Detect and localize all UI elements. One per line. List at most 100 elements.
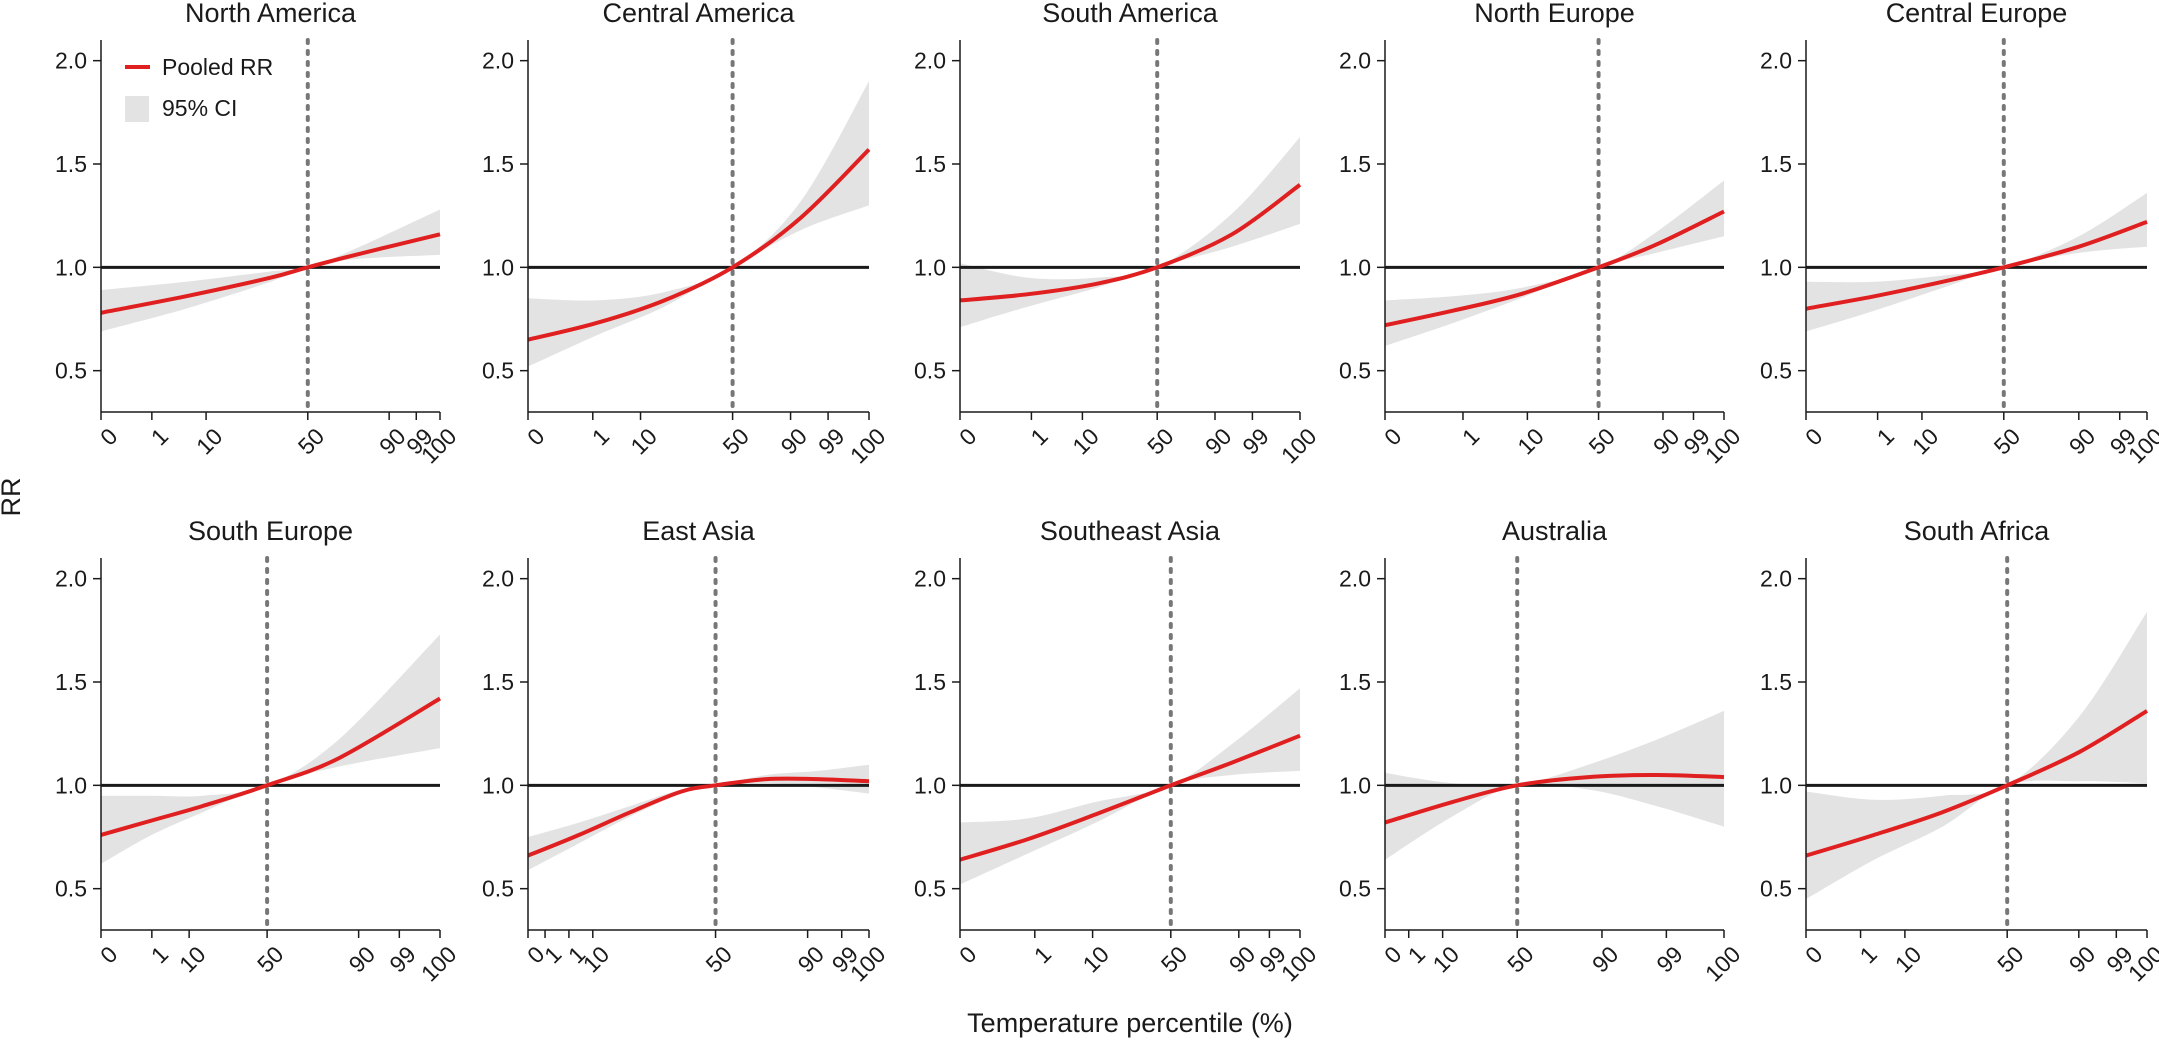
x-tick-label: 99 xyxy=(813,423,849,459)
y-tick-label: 2.0 xyxy=(55,48,87,74)
y-tick-label: 2.0 xyxy=(914,566,946,592)
x-tick-label: 100 xyxy=(845,423,891,469)
x-tick-label: 0 xyxy=(954,423,981,450)
x-tick-label: 90 xyxy=(2064,941,2100,977)
panel-title: South Africa xyxy=(1904,516,2051,546)
y-tick-label: 2.0 xyxy=(55,566,87,592)
y-tick-label: 1.5 xyxy=(1760,669,1792,695)
x-tick-label: 99 xyxy=(384,941,420,977)
panel-title: Central Europe xyxy=(1886,0,2068,28)
x-tick-label: 1 xyxy=(1872,423,1899,450)
y-tick-label: 1.0 xyxy=(482,254,514,280)
x-tick-label: 50 xyxy=(1156,941,1192,977)
y-tick-label: 1.5 xyxy=(1760,151,1792,177)
y-tick-label: 0.5 xyxy=(1760,876,1792,902)
legend-rr-label: Pooled RR xyxy=(162,54,273,80)
x-tick-label: 50 xyxy=(1989,423,2025,459)
x-tick-label: 0 xyxy=(1800,941,1827,968)
x-tick-label: 90 xyxy=(1587,941,1623,977)
y-tick-label: 1.5 xyxy=(1339,151,1371,177)
ci-band xyxy=(101,209,440,332)
x-tick-label: 90 xyxy=(1200,423,1236,459)
x-tick-label: 1 xyxy=(146,941,173,968)
ci-band xyxy=(960,137,1300,328)
x-tick-label: 1 xyxy=(1457,423,1484,450)
legend: Pooled RR 95% CI xyxy=(125,54,273,122)
x-tick-label: 10 xyxy=(1512,423,1548,459)
y-axis-label: RR xyxy=(0,478,26,517)
y-tick-label: 1.0 xyxy=(1760,772,1792,798)
y-tick-label: 0.5 xyxy=(914,876,946,902)
x-tick-label: 0 xyxy=(1379,941,1406,968)
rr-line xyxy=(527,148,871,342)
y-tick-label: 0.5 xyxy=(914,358,946,384)
x-tick-label: 0 xyxy=(95,423,122,450)
x-tick-label: 50 xyxy=(293,423,329,459)
x-tick-label: 100 xyxy=(1700,941,1746,987)
x-tick-label: 50 xyxy=(1584,423,1620,459)
y-tick-label: 1.0 xyxy=(914,254,946,280)
x-tick-label: 50 xyxy=(700,941,736,977)
y-tick-label: 1.0 xyxy=(482,772,514,798)
rr-line xyxy=(100,232,441,315)
y-tick-label: 2.0 xyxy=(914,48,946,74)
panel-title: South America xyxy=(1042,0,1219,28)
y-tick-label: 2.0 xyxy=(482,48,514,74)
x-tick-label: 100 xyxy=(845,941,891,987)
x-tick-label: 50 xyxy=(252,941,288,977)
ci-band xyxy=(960,688,1300,885)
rr-line xyxy=(1384,772,1725,825)
panel-title: East Asia xyxy=(642,516,756,546)
ci-band xyxy=(528,764,869,871)
x-tick-label: 10 xyxy=(1067,423,1103,459)
panel-title: Central America xyxy=(602,0,795,28)
x-tick-label: 1 xyxy=(1029,941,1056,968)
y-tick-label: 0.5 xyxy=(482,876,514,902)
panel-title: South Europe xyxy=(188,516,353,546)
x-tick-label: 90 xyxy=(344,941,380,977)
y-tick-label: 2.0 xyxy=(1760,48,1792,74)
y-tick-label: 0.5 xyxy=(55,358,87,384)
y-tick-label: 2.0 xyxy=(482,566,514,592)
y-tick-label: 1.5 xyxy=(482,151,514,177)
panel-title: Australia xyxy=(1502,516,1608,546)
y-tick-label: 1.5 xyxy=(914,669,946,695)
ci-band xyxy=(101,634,440,864)
x-tick-label: 0 xyxy=(954,941,981,968)
x-tick-label: 90 xyxy=(776,423,812,459)
y-tick-label: 1.0 xyxy=(55,254,87,280)
x-tick-label: 10 xyxy=(1890,941,1926,977)
panel-title: North America xyxy=(185,0,357,28)
y-tick-label: 1.5 xyxy=(482,669,514,695)
x-tick-label: 90 xyxy=(793,941,829,977)
x-tick-label: 10 xyxy=(1907,423,1943,459)
y-tick-label: 2.0 xyxy=(1339,48,1371,74)
x-tick-label: 0 xyxy=(522,423,549,450)
y-tick-label: 1.0 xyxy=(1760,254,1792,280)
y-tick-label: 1.0 xyxy=(55,772,87,798)
rr-line xyxy=(1805,220,2148,311)
x-tick-label: 50 xyxy=(1992,941,2028,977)
legend-ci-swatch xyxy=(125,96,149,122)
y-tick-label: 1.0 xyxy=(914,772,946,798)
x-tick-label: 100 xyxy=(2123,941,2159,987)
x-tick-label: 0 xyxy=(1800,423,1827,450)
x-tick-label: 0 xyxy=(1379,423,1406,450)
rr-line xyxy=(1384,209,1725,328)
panel-title: North Europe xyxy=(1474,0,1635,28)
x-tick-label: 1 xyxy=(1025,423,1052,450)
ci-band xyxy=(528,81,869,367)
x-tick-label: 1 xyxy=(146,423,173,450)
x-tick-label: 90 xyxy=(2064,423,2100,459)
legend-ci-label: 95% CI xyxy=(162,95,237,121)
x-tick-label: 100 xyxy=(416,941,462,987)
ci-band xyxy=(1385,180,1724,346)
x-tick-label: 50 xyxy=(1142,423,1178,459)
